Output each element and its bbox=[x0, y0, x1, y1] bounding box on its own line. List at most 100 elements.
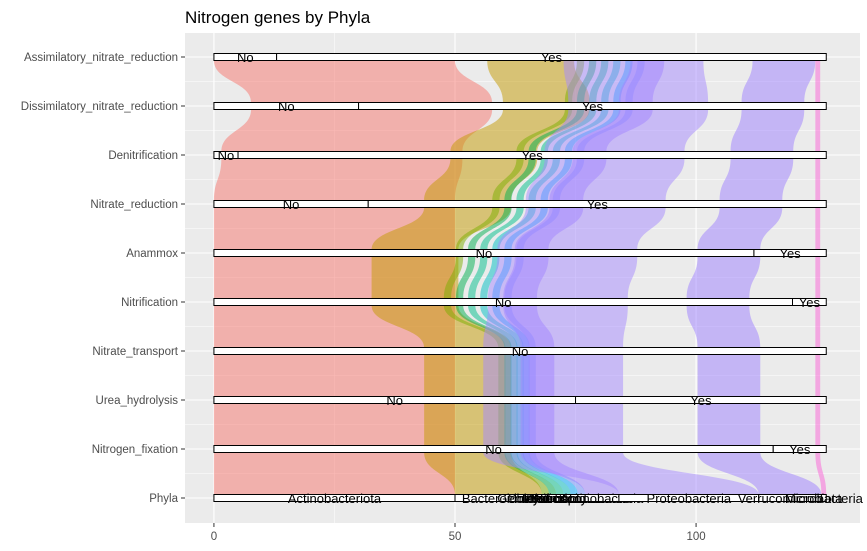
stratum-box bbox=[358, 102, 827, 110]
flow-ribbon bbox=[815, 109, 821, 152]
flow-ribbon bbox=[455, 256, 476, 299]
flow-ribbon bbox=[528, 109, 585, 152]
stratum-label: No bbox=[386, 393, 403, 408]
flow-ribbon bbox=[483, 403, 624, 446]
y-tick-label: Nitrate_reduction bbox=[90, 199, 178, 211]
flow-ribbon bbox=[450, 109, 590, 152]
flow-ribbon bbox=[815, 403, 821, 446]
flow-ribbon bbox=[371, 207, 511, 250]
flow-ribbon bbox=[522, 452, 578, 495]
flow-ribbon bbox=[483, 452, 759, 495]
stratum-label: Yes bbox=[582, 99, 604, 114]
stratum-label: No bbox=[495, 295, 512, 310]
flows-layer bbox=[213, 60, 827, 495]
stratum-box bbox=[792, 298, 827, 306]
flow-ribbon bbox=[815, 354, 821, 397]
flow-ribbon bbox=[815, 158, 821, 201]
flow-ribbon bbox=[213, 354, 455, 397]
flow-ribbon bbox=[504, 158, 536, 201]
y-tick-label: Nitrate_transport bbox=[92, 346, 178, 358]
y-axis-labels: Assimilatory_nitrate_reduction Dissimilat… bbox=[21, 52, 185, 505]
flow-ribbon bbox=[544, 109, 709, 152]
y-tick-label: Assimilatory_nitrate_reduction bbox=[24, 52, 178, 64]
flow-ribbon bbox=[686, 256, 761, 299]
stratum-label: Yes bbox=[789, 442, 811, 457]
x-tick-label: 0 bbox=[211, 531, 217, 543]
chart-title: Nitrogen genes by Phyla bbox=[185, 8, 371, 27]
flow-ribbon bbox=[510, 452, 564, 495]
stratum-label: No bbox=[237, 50, 254, 65]
stratum-label: Yes bbox=[690, 393, 712, 408]
y-tick-label: Denitrification bbox=[108, 150, 178, 162]
stratum-label: Bacteroidota bbox=[462, 491, 536, 506]
x-tick-label: 100 bbox=[686, 531, 705, 543]
flow-ribbon bbox=[483, 354, 624, 397]
stratum-label: Actinobacteriota bbox=[288, 491, 382, 506]
flow-ribbon bbox=[480, 207, 524, 250]
stratum-box bbox=[575, 396, 827, 404]
flow-ribbon bbox=[516, 109, 573, 152]
y-tick-label: Nitrogen_fixation bbox=[92, 444, 178, 456]
stratum-box bbox=[753, 249, 827, 257]
strata-layer: No Yes No Yes No Yes No Yes No Yes No Yes No No Yes No Y… bbox=[213, 50, 864, 506]
stratum-label: Yes bbox=[522, 148, 544, 163]
flow-ribbon bbox=[480, 256, 500, 299]
x-tick-label: 50 bbox=[449, 531, 462, 543]
stratum-label: No bbox=[476, 246, 493, 261]
flow-ribbon bbox=[697, 452, 822, 495]
stratum-label: No bbox=[512, 344, 529, 359]
stratum-label: Proteobacteria bbox=[647, 491, 732, 506]
stratum-box bbox=[820, 494, 827, 502]
stratum-label: No bbox=[283, 197, 300, 212]
stratum-label: Yes bbox=[587, 197, 609, 212]
flow-ribbon bbox=[516, 158, 548, 201]
stratum-label: Verrucomicrobiota bbox=[738, 491, 844, 506]
flow-ribbon bbox=[213, 403, 455, 446]
flow-ribbon bbox=[455, 207, 500, 250]
stratum-box bbox=[276, 53, 827, 61]
flow-ribbon bbox=[516, 452, 571, 495]
flow-ribbon bbox=[741, 60, 816, 103]
flow-ribbon bbox=[815, 452, 827, 495]
flow-ribbon bbox=[815, 60, 821, 103]
stratum-label: Yes bbox=[779, 246, 801, 261]
flow-ribbon bbox=[468, 256, 488, 299]
flow-ribbon bbox=[221, 109, 493, 152]
flow-ribbon bbox=[483, 305, 628, 348]
stratum-box bbox=[367, 200, 827, 208]
flow-ribbon bbox=[815, 305, 821, 348]
stratum-box bbox=[772, 445, 827, 453]
y-tick-label: Anammox bbox=[126, 248, 178, 260]
stratum-label: Yes bbox=[799, 295, 821, 310]
flow-ribbon bbox=[498, 452, 550, 495]
y-tick-label: Urea_hydrolysis bbox=[96, 395, 179, 407]
flow-ribbon bbox=[719, 158, 794, 201]
stratum-label: No bbox=[485, 442, 502, 457]
flow-ribbon bbox=[213, 158, 463, 201]
x-axis-labels: 0 50 100 bbox=[211, 523, 706, 543]
y-tick-label: Phyla bbox=[149, 493, 178, 505]
flow-ribbon bbox=[686, 305, 761, 348]
y-tick-label: Nitrification bbox=[121, 297, 178, 309]
flow-ribbon bbox=[563, 60, 709, 103]
stratum-label: Yes bbox=[541, 50, 563, 65]
flow-ribbon bbox=[730, 109, 805, 152]
stratum-label: No bbox=[278, 99, 295, 114]
flow-ribbon bbox=[487, 256, 638, 299]
stratum-label: No bbox=[218, 148, 235, 163]
flow-ribbon bbox=[468, 207, 512, 250]
flow-ribbon bbox=[525, 158, 685, 201]
flow-ribbon bbox=[455, 305, 512, 348]
y-tick-label: Dissimilatory_nitrate_reduction bbox=[21, 101, 178, 113]
flow-ribbon bbox=[815, 207, 821, 250]
flow-ribbon bbox=[213, 60, 493, 103]
flow-ribbon bbox=[443, 256, 464, 299]
stratum-box bbox=[237, 151, 827, 159]
flow-ribbon bbox=[371, 305, 511, 348]
flow-ribbon bbox=[697, 403, 761, 446]
flow-ribbon bbox=[504, 452, 557, 495]
flow-ribbon bbox=[497, 207, 666, 250]
flow-ribbon bbox=[697, 354, 761, 397]
flow-ribbon bbox=[815, 256, 821, 299]
